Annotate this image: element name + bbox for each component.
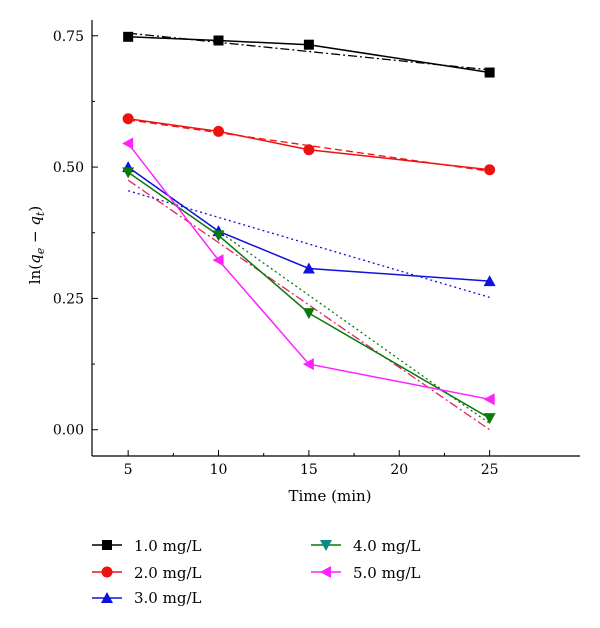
fit-line <box>127 166 491 424</box>
data-point <box>213 125 225 137</box>
data-point <box>483 413 496 425</box>
data-point <box>483 275 496 287</box>
legend-label: 5.0 mg/L <box>353 564 421 582</box>
x-tick-label: 5 <box>124 462 133 478</box>
data-point <box>303 144 315 156</box>
series-lines <box>127 36 490 419</box>
data-point <box>302 358 314 371</box>
data-point <box>303 39 314 50</box>
legend-item: 1.0 mg/L <box>92 537 202 555</box>
legend-marker-triangle-left <box>320 566 331 578</box>
y-tick-label: 0.00 <box>53 423 84 439</box>
series-line <box>127 142 490 401</box>
data-markers <box>122 31 496 425</box>
data-point <box>213 35 224 46</box>
legend-label: 2.0 mg/L <box>134 564 202 582</box>
data-point <box>212 254 224 267</box>
fit-lines <box>127 32 491 431</box>
series-line <box>127 118 490 171</box>
data-point <box>122 137 134 150</box>
fit-line <box>127 179 490 431</box>
x-axis-title: Time (min) <box>288 487 371 505</box>
legend-item: 5.0 mg/L <box>311 564 421 582</box>
data-point <box>123 31 134 42</box>
series-line <box>127 166 490 282</box>
series-line <box>128 36 490 74</box>
data-point <box>484 67 495 78</box>
data-point <box>212 230 225 242</box>
y-axis-ticks: 0.00 0.25 0.50 0.75 <box>53 29 98 439</box>
data-point <box>302 262 315 274</box>
legend-item: 4.0 mg/L <box>311 537 421 555</box>
legend-label: 4.0 mg/L <box>353 537 421 555</box>
legend-marker-square <box>102 540 112 550</box>
x-tick-label: 20 <box>390 462 408 478</box>
data-point <box>302 308 315 320</box>
fit-line <box>127 190 490 298</box>
legend-marker-triangle-up <box>101 592 113 603</box>
legend-item: 2.0 mg/L <box>92 564 202 582</box>
legend-marker-circle <box>101 566 113 578</box>
series-line <box>127 171 490 419</box>
data-point <box>122 113 134 125</box>
y-tick-label: 0.50 <box>53 160 84 176</box>
data-point <box>483 393 495 406</box>
plot-frame <box>91 20 580 457</box>
legend-marker-triangle-down <box>320 540 332 551</box>
legend-label: 3.0 mg/L <box>134 589 202 607</box>
legend-label: 1.0 mg/L <box>134 537 202 555</box>
data-point <box>122 167 135 179</box>
legend: 1.0 mg/L 2.0 mg/L 3.0 mg/L 4.0 mg/L 5.0 … <box>92 537 421 607</box>
x-tick-label: 10 <box>210 462 228 478</box>
data-point <box>484 164 496 176</box>
x-tick-label: 15 <box>300 462 318 478</box>
y-tick-label: 0.25 <box>53 291 84 307</box>
y-axis-title: ln(qe − qt) <box>26 206 47 284</box>
y-tick-label: 0.75 <box>53 29 84 45</box>
legend-item: 3.0 mg/L <box>92 589 202 607</box>
x-axis-ticks: 5 10 15 20 25 <box>124 450 499 478</box>
x-tick-label: 25 <box>481 462 499 478</box>
